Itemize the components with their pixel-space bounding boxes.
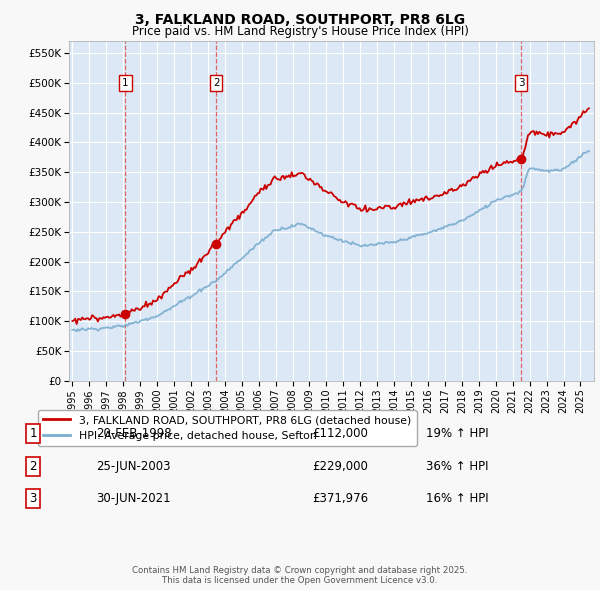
Text: £112,000: £112,000 (312, 427, 368, 440)
Text: 1: 1 (29, 427, 37, 440)
Text: 36% ↑ HPI: 36% ↑ HPI (426, 460, 488, 473)
Legend: 3, FALKLAND ROAD, SOUTHPORT, PR8 6LG (detached house), HPI: Average price, detac: 3, FALKLAND ROAD, SOUTHPORT, PR8 6LG (de… (38, 409, 416, 446)
Text: 2: 2 (213, 78, 220, 88)
Text: 3: 3 (518, 78, 524, 88)
Text: 3: 3 (29, 492, 37, 505)
Text: 2: 2 (29, 460, 37, 473)
Text: 25-JUN-2003: 25-JUN-2003 (96, 460, 170, 473)
Text: 20-FEB-1998: 20-FEB-1998 (96, 427, 172, 440)
Text: 30-JUN-2021: 30-JUN-2021 (96, 492, 170, 505)
Text: Price paid vs. HM Land Registry's House Price Index (HPI): Price paid vs. HM Land Registry's House … (131, 25, 469, 38)
Text: £371,976: £371,976 (312, 492, 368, 505)
Text: Contains HM Land Registry data © Crown copyright and database right 2025.
This d: Contains HM Land Registry data © Crown c… (132, 566, 468, 585)
Text: 19% ↑ HPI: 19% ↑ HPI (426, 427, 488, 440)
Text: 16% ↑ HPI: 16% ↑ HPI (426, 492, 488, 505)
Text: 1: 1 (122, 78, 129, 88)
Text: 3, FALKLAND ROAD, SOUTHPORT, PR8 6LG: 3, FALKLAND ROAD, SOUTHPORT, PR8 6LG (135, 13, 465, 27)
Text: £229,000: £229,000 (312, 460, 368, 473)
